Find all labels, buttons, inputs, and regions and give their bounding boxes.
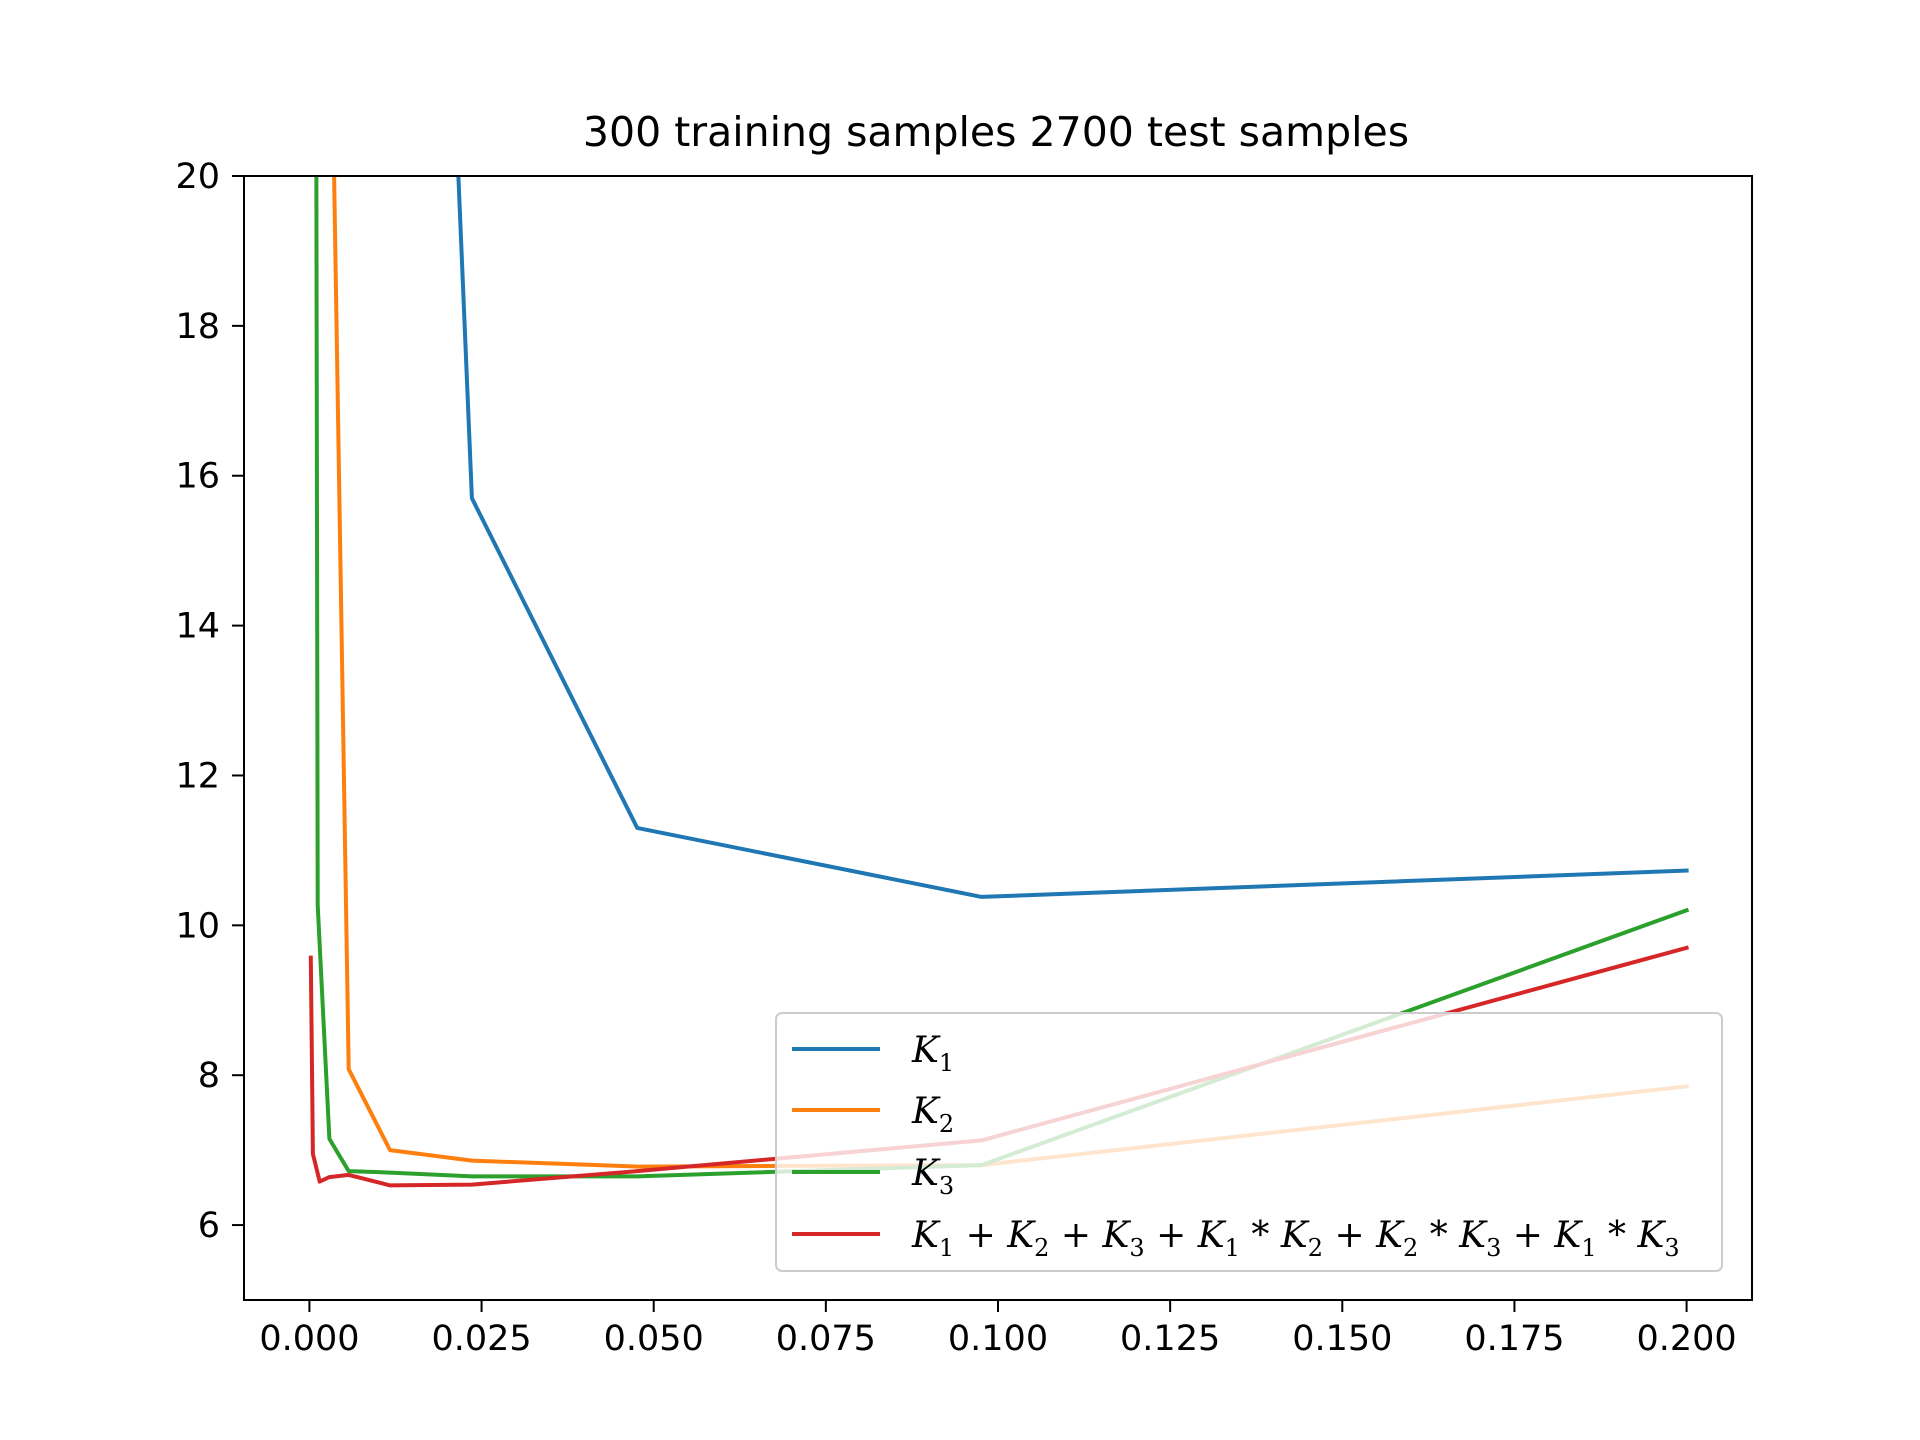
x-tick-label: 0.025 [431,1319,531,1359]
legend-label-3: K3​ [911,1153,954,1200]
x-tick-label: 0.175 [1464,1319,1564,1359]
x-tick-label: 0.075 [776,1319,876,1359]
y-axis: 6 8 10 12 14 16 18 20 [175,157,244,1246]
x-tick-label: 0.125 [1120,1319,1220,1359]
legend-label-1: K1​ [911,1030,954,1077]
y-tick-label: 10 [175,906,220,946]
legend-box [775,1012,1723,1272]
x-tick-label: 0.150 [1292,1319,1392,1359]
legend-label-2: K2​ [911,1091,954,1138]
y-tick-label: 6 [198,1206,220,1246]
chart-title: 300 training samples 2700 test samples [583,108,1409,156]
x-axis: 0.000 0.025 0.050 0.075 0.100 0.125 0.150 0.175… [259,1300,1737,1359]
x-tick-label: 0.200 [1636,1319,1736,1359]
y-tick-label: 12 [175,756,220,796]
y-tick-label: 8 [198,1056,220,1096]
x-tick-label: 0.000 [259,1319,359,1359]
y-tick-label: 14 [175,607,220,647]
legend-label-4: K1​ + K2​ + K3​ + K1​ * K2​ + K2​ * K3​ … [911,1215,1680,1262]
legend: K1​ K2​ K3​ K1​ + K2​ + K3​ + K1​ * K2​ + K… [775,1012,1723,1272]
x-tick-label: 0.050 [604,1319,704,1359]
y-tick-label: 20 [175,157,220,197]
series-line-1 [456,176,1689,899]
x-tick-label: 0.100 [948,1319,1048,1359]
y-tick-label: 18 [175,307,220,347]
y-tick-label: 16 [175,457,220,497]
